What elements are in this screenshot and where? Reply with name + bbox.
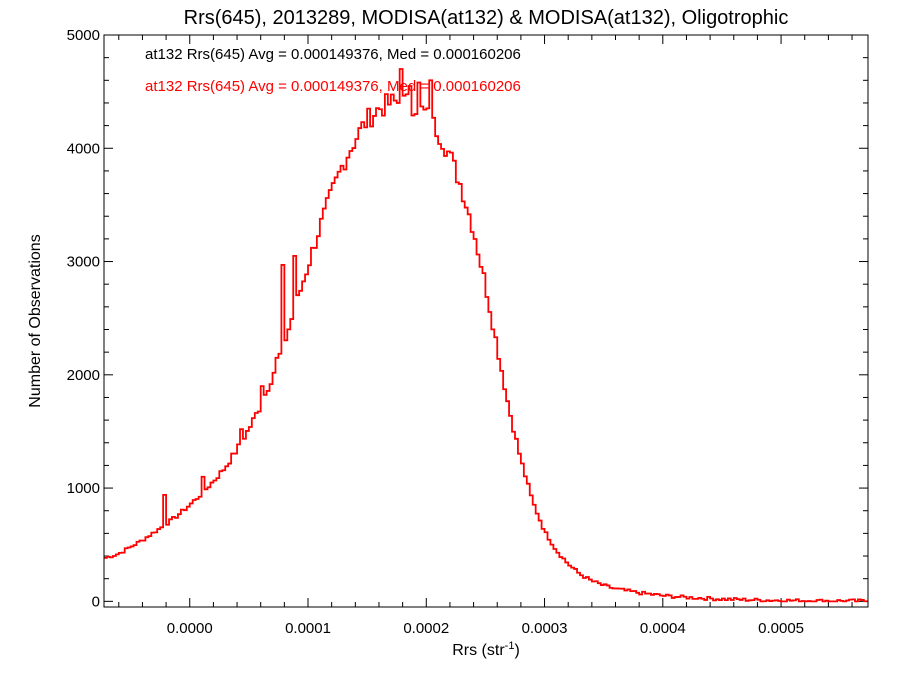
x-tick-label: 0.0004 [640,620,686,637]
annotation-red: at132 Rrs(645) Avg = 0.000149376, Med = … [145,78,521,95]
y-tick-label: 4000 [67,140,100,157]
x-axis-label-sup: -1 [505,640,515,652]
x-tick-label: 0.0002 [403,620,449,637]
y-tick-label: 1000 [67,480,100,497]
x-tick-label: 0.0005 [758,620,804,637]
x-tick-label: 0.0000 [167,620,213,637]
annotation-black: at132 Rrs(645) Avg = 0.000149376, Med = … [145,46,521,63]
histogram-series-line [104,68,868,603]
y-axis-label: Number of Observations [27,234,44,407]
y-tick-label: 2000 [67,367,100,384]
y-tick-label: 3000 [67,254,100,271]
y-tick-label: 5000 [67,27,100,44]
x-tick-label: 0.0001 [285,620,331,637]
x-tick-label: 0.0003 [522,620,568,637]
series-group [104,68,868,603]
chart-title: Rrs(645), 2013289, MODISA(at132) & MODIS… [184,7,789,29]
y-tick-label: 0 [92,593,100,610]
x-axis-label: Rrs (str-1) [452,640,520,659]
x-axis-label-end: ) [514,642,519,659]
axis-ticks: 0 1000 2000 3000 4000 5000 0.0000 0.0001 0.0002 0… [67,27,868,637]
x-axis-label-main: Rrs (str [452,642,505,659]
plot-frame [103,34,869,608]
